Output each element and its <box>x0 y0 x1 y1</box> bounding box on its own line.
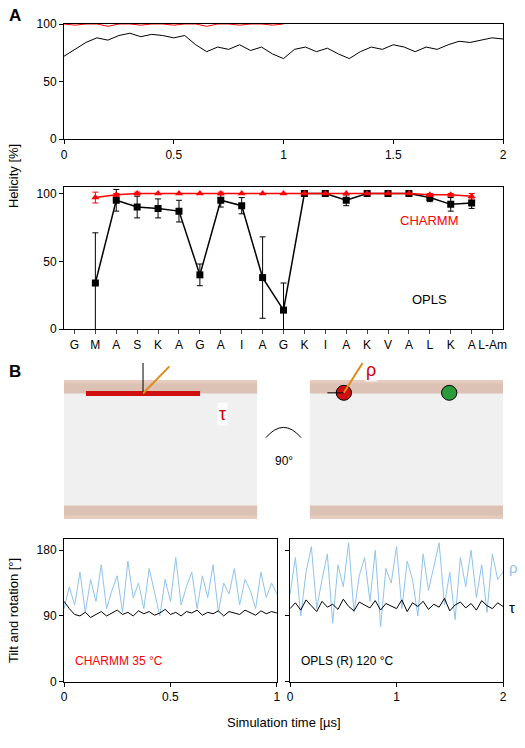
svg-text:B: B <box>9 362 21 381</box>
svg-text:I: I <box>240 338 243 352</box>
svg-text:S: S <box>133 338 141 352</box>
svg-text:A: A <box>259 338 267 352</box>
svg-text:A: A <box>9 6 21 25</box>
svg-text:0: 0 <box>50 322 57 336</box>
svg-text:0.5: 0.5 <box>165 148 182 162</box>
svg-text:50: 50 <box>43 254 57 268</box>
svg-text:1: 1 <box>393 690 400 704</box>
svg-text:OPLS (R) 120 °C: OPLS (R) 120 °C <box>301 654 393 668</box>
svg-text:A: A <box>468 338 476 352</box>
svg-text:A: A <box>405 338 413 352</box>
svg-text:0.5: 0.5 <box>162 690 179 704</box>
svg-text:100: 100 <box>37 187 57 201</box>
svg-text:Helicity [%]: Helicity [%] <box>6 144 21 208</box>
svg-text:90°: 90° <box>275 454 293 468</box>
svg-text:Tilt and rotation [°]: Tilt and rotation [°] <box>6 558 21 663</box>
svg-text:2: 2 <box>500 148 507 162</box>
svg-text:A: A <box>217 338 225 352</box>
svg-text:G: G <box>279 338 288 352</box>
svg-text:90: 90 <box>43 609 57 623</box>
svg-text:0: 0 <box>50 132 57 146</box>
svg-text:0: 0 <box>61 690 68 704</box>
svg-text:G: G <box>70 338 79 352</box>
svg-text:0: 0 <box>61 148 68 162</box>
svg-text:OPLS: OPLS <box>412 292 447 307</box>
svg-text:K: K <box>300 338 308 352</box>
svg-text:100: 100 <box>37 17 57 31</box>
svg-text:ρ: ρ <box>366 360 376 380</box>
svg-text:0: 0 <box>50 675 57 689</box>
svg-text:I: I <box>324 338 327 352</box>
svg-text:G: G <box>195 338 204 352</box>
svg-text:ρ: ρ <box>509 559 518 576</box>
svg-text:τ: τ <box>509 599 515 616</box>
svg-text:50: 50 <box>43 75 57 89</box>
svg-text:1.5: 1.5 <box>385 148 402 162</box>
svg-text:180: 180 <box>37 543 57 557</box>
svg-text:A: A <box>112 338 120 352</box>
svg-text:1: 1 <box>280 148 287 162</box>
svg-text:K: K <box>154 338 162 352</box>
svg-text:L-Am: L-Am <box>478 338 507 352</box>
svg-text:L: L <box>426 338 433 352</box>
svg-text:Simulation time [µs]: Simulation time [µs] <box>227 715 341 730</box>
svg-text:K: K <box>363 338 371 352</box>
svg-text:CHARMM: CHARMM <box>400 213 459 228</box>
svg-text:A: A <box>342 338 350 352</box>
svg-text:V: V <box>384 338 392 352</box>
svg-text:2: 2 <box>500 690 507 704</box>
svg-text:A: A <box>175 338 183 352</box>
svg-text:K: K <box>447 338 455 352</box>
svg-text:CHARMM 35 °C: CHARMM 35 °C <box>75 654 163 668</box>
svg-text:1: 1 <box>274 690 281 704</box>
svg-text:0: 0 <box>287 690 294 704</box>
svg-text:τ: τ <box>219 404 226 424</box>
svg-text:M: M <box>90 338 100 352</box>
